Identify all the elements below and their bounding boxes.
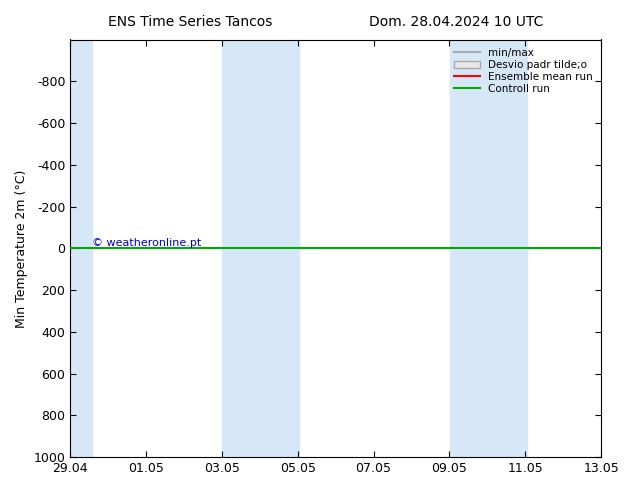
Bar [221,40,299,457]
Bar [70,40,91,457]
Bar [450,40,527,457]
Text: © weatheronline.pt: © weatheronline.pt [91,238,201,248]
Legend: min/max, Desvio padr tilde;o, Ensemble mean run, Controll run: min/max, Desvio padr tilde;o, Ensemble m… [451,45,596,97]
Y-axis label: Min Temperature 2m (°C): Min Temperature 2m (°C) [15,169,28,327]
Text: ENS Time Series Tancos: ENS Time Series Tancos [108,15,273,29]
Text: Dom. 28.04.2024 10 UTC: Dom. 28.04.2024 10 UTC [369,15,544,29]
